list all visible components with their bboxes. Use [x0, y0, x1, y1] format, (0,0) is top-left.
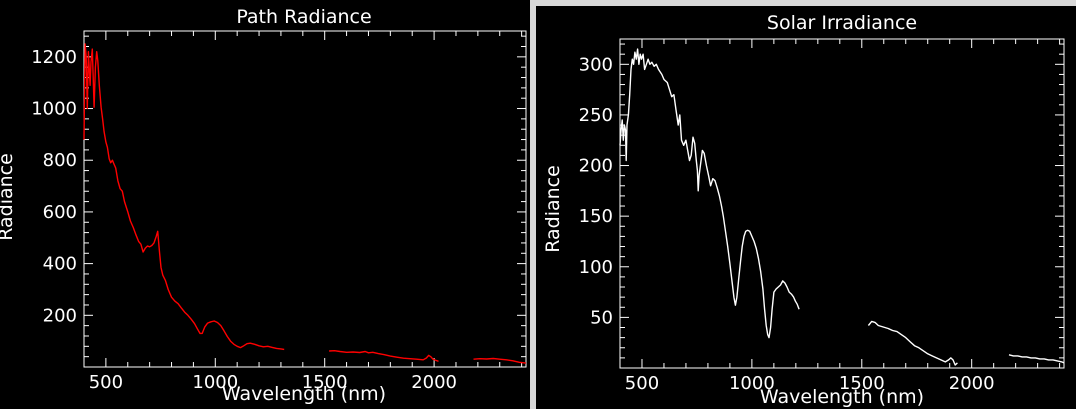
series-line-segment: [867, 320, 958, 366]
y-tick-label: 400: [43, 254, 77, 275]
series-line-segment: [329, 350, 439, 362]
x-tick-label: 2000: [411, 372, 457, 393]
x-tick-label: 1500: [302, 372, 348, 393]
x-tick-label: 500: [625, 373, 659, 394]
y-tick-label: 100: [579, 257, 613, 278]
y-tick-label: 800: [43, 150, 77, 171]
x-tick-label: 500: [89, 372, 123, 393]
series-line-segment: [473, 357, 527, 364]
y-tick-label: 200: [43, 305, 77, 326]
y-tick-label: 300: [579, 54, 613, 75]
series-line-segment: [619, 48, 800, 339]
y-axis-label: Radiance: [0, 153, 17, 241]
y-tick-label: 200: [579, 156, 613, 177]
x-axis-label: Wavelength (nm): [222, 383, 386, 405]
x-tick-label: 1500: [839, 373, 885, 394]
y-tick-label: 1000: [31, 99, 77, 120]
path-radiance-panel: Path Radiance Wavelength (nm) Radiance 5…: [0, 0, 530, 409]
y-tick-label: 50: [590, 307, 613, 328]
y-tick-label: 250: [579, 105, 613, 126]
plot-frame: [83, 30, 527, 368]
x-tick-label: 1000: [192, 372, 238, 393]
x-tick-label: 2000: [949, 373, 995, 394]
x-axis-label: Wavelength (nm): [760, 386, 924, 408]
y-tick-label: 1200: [31, 47, 77, 68]
solar-irradiance-panel: Solar Irradiance Wavelength (nm) Radianc…: [536, 6, 1076, 409]
plot-frame: [619, 38, 1065, 369]
path-radiance-chart: Path Radiance Wavelength (nm) Radiance 5…: [0, 6, 527, 405]
y-axis-label: Radiance: [542, 165, 564, 253]
series-line-segment: [83, 43, 285, 351]
y-tick-label: 150: [579, 206, 613, 227]
series-line-segment: [1008, 354, 1065, 364]
x-tick-label: 1000: [729, 373, 775, 394]
chart-title: Solar Irradiance: [767, 12, 917, 34]
solar-irradiance-chart: Solar Irradiance Wavelength (nm) Radianc…: [542, 12, 1065, 408]
y-tick-label: 600: [43, 202, 77, 223]
chart-title: Path Radiance: [236, 6, 371, 28]
